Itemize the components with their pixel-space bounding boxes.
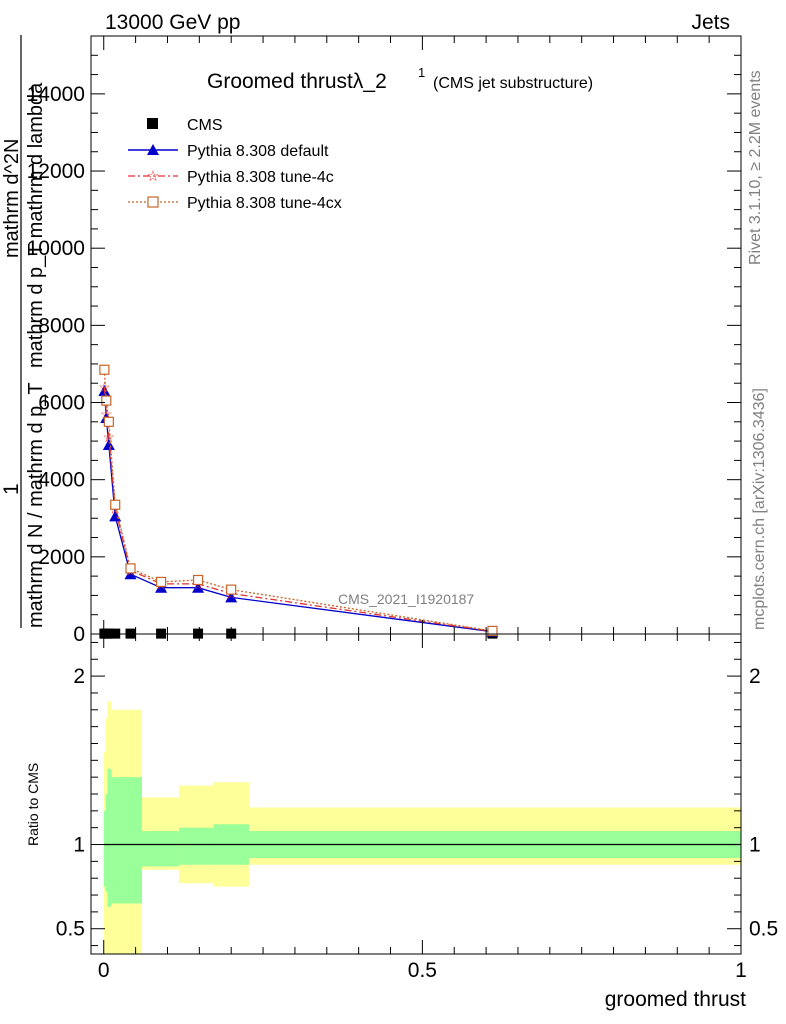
- tune4cx-point: [99, 364, 110, 375]
- y-label-one: 1: [0, 483, 23, 495]
- tune4cx-point: [226, 584, 237, 595]
- ratio-y-tick-label: 1: [73, 834, 85, 857]
- tune4c-point: ☆: [103, 429, 116, 445]
- main-y-tick-label: 12000: [27, 160, 85, 183]
- x-tick-label: 1: [735, 959, 747, 982]
- x-tick-label: 0.5: [408, 959, 437, 982]
- legend-marker-tune4c: ☆: [146, 168, 159, 185]
- plot-title-sub: (CMS jet substructure): [433, 75, 593, 92]
- main-y-tick-label: 0: [73, 623, 85, 646]
- ratio-inner-band: [178, 827, 214, 865]
- header-right: Jets: [691, 11, 730, 34]
- legend-label-tune4cx: Pythia 8.308 tune-4cx: [187, 195, 342, 212]
- tune4cx-point: [110, 499, 121, 510]
- tune4cx-point: [155, 576, 167, 588]
- plot-title: Groomed thrustλ_2: [207, 70, 387, 93]
- tune4cx-point: [101, 395, 112, 406]
- ratio-y-ticks: 0.5 0.5 1 1 2 2: [56, 641, 778, 947]
- default-point: [102, 438, 115, 450]
- tune4cx-point: [125, 563, 136, 574]
- ratio-plot-area: [103, 701, 741, 954]
- analysis-watermark: CMS_2021_I1920187: [338, 591, 474, 607]
- main-y-label: 1 mathrm d^2N mathrm d p_T mathrm d lamb…: [0, 35, 47, 628]
- legend: CMS Pythia 8.308 default ☆ Pythia 8.308 …: [128, 117, 342, 212]
- main-y-tick-label: 10000: [27, 237, 85, 260]
- rivet-label: Rivet 3.1.10, ≥ 2.2M events: [747, 70, 764, 265]
- ratio-y-tick-label: 2: [73, 665, 85, 688]
- main-y-tick-label: 4000: [38, 469, 85, 492]
- ratio-y-tick-label-right: 1: [749, 834, 761, 857]
- ratio-y-tick-label-right: 0.5: [749, 918, 778, 941]
- default-point: [225, 591, 238, 603]
- main-x-ticks: [103, 36, 742, 634]
- legend-marker-tune4cx: [147, 196, 159, 208]
- y-label-den2: mathrm d N / mathrm d p_T: [25, 382, 47, 628]
- ratio-inner-band: [107, 768, 112, 907]
- ratio-inner-band: [141, 831, 179, 867]
- ratio-inner-band: [105, 794, 108, 892]
- plot-title-main: Groomed thrustλ_2: [207, 70, 387, 93]
- ratio-panel: 0.5 0.51 12 2 0 0.5 1: [56, 633, 778, 982]
- main-y-tick-label: 6000: [38, 392, 85, 415]
- main-y-ticks: 0 2000 4000 6000 8000 10000 12000 14000: [27, 35, 741, 646]
- legend-marker-cms: [147, 118, 158, 129]
- ratio-y-tick-label-right: 2: [749, 665, 761, 688]
- legend-marker-default: [147, 144, 159, 155]
- plot-title-sup: 1: [418, 65, 425, 80]
- ratio-inner-band: [103, 810, 106, 887]
- x-axis-label: groomed thrust: [605, 988, 746, 1011]
- main-y-tick-label: 2000: [38, 546, 85, 569]
- ratio-y-tick-label: 0.5: [56, 918, 85, 941]
- tune4cx-point: [192, 574, 204, 586]
- ratio-x-ticks: 0 0.5 1: [98, 634, 747, 982]
- ratio-y-label: Ratio to CMS: [25, 763, 41, 846]
- default-point: [124, 568, 137, 580]
- y-label-den: mathrm d p_T mathrm d lambda: [25, 82, 47, 368]
- mcplots-label: mcplots.cern.ch [arXiv:1306.3436]: [751, 388, 768, 630]
- main-panel: ☆☆☆☆☆☆☆☆☆ 020004000600080001000012000140…: [27, 35, 742, 646]
- legend-label-tune4c: Pythia 8.308 tune-4c: [187, 169, 334, 186]
- ratio-inner-band: [111, 777, 142, 904]
- tune4cx-point: [487, 625, 498, 637]
- y-label-num: mathrm d^2N: [1, 139, 23, 258]
- x-tick-label: 0: [98, 959, 110, 982]
- main-y-tick-label: 8000: [38, 314, 85, 337]
- legend-label-default: Pythia 8.308 default: [187, 143, 329, 160]
- tune4c-point: ☆: [98, 379, 111, 395]
- default-point: [155, 581, 168, 593]
- default-point: [192, 581, 205, 593]
- legend-label-cms: CMS: [187, 117, 223, 134]
- tune4cx-point: [103, 416, 114, 427]
- main-y-tick-label: 14000: [27, 83, 85, 106]
- header-left: 13000 GeV pp: [105, 11, 240, 34]
